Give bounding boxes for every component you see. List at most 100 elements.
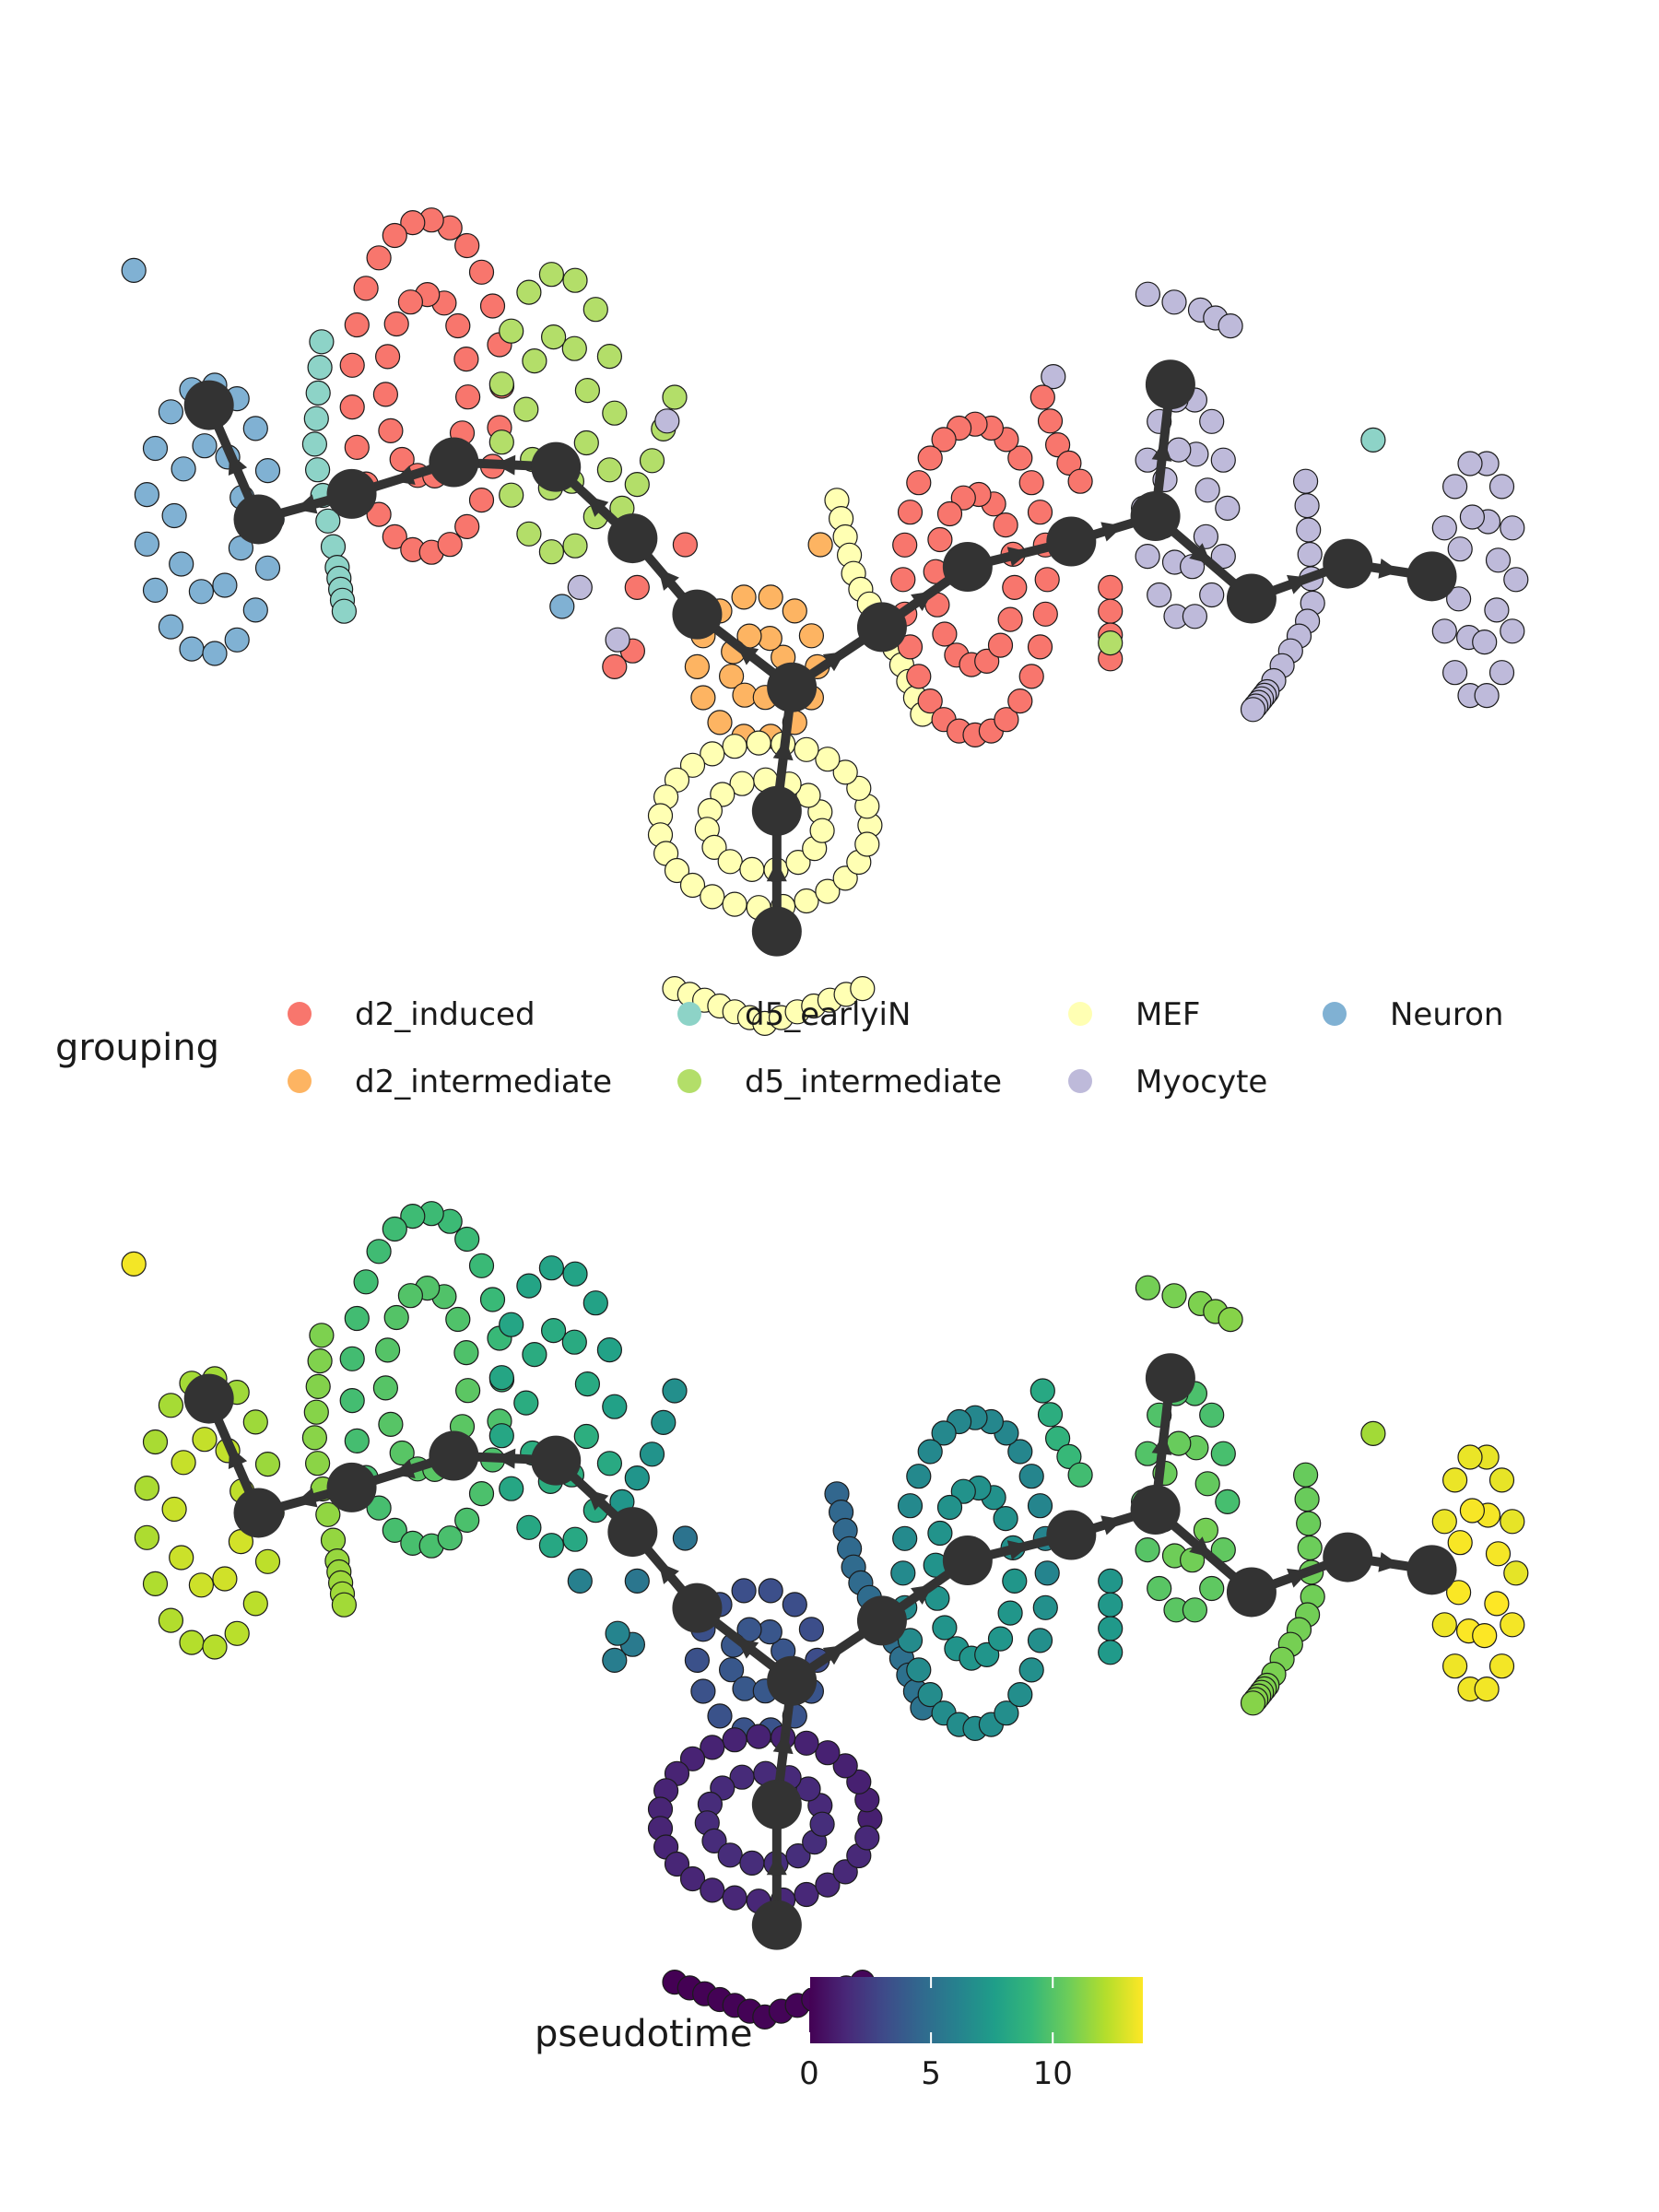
cell-point bbox=[1067, 1462, 1093, 1488]
cell-point bbox=[1472, 1622, 1498, 1649]
cell-point bbox=[540, 324, 567, 350]
pseudotime-colorbar bbox=[809, 1977, 1143, 2043]
cell-point bbox=[795, 782, 821, 808]
cell-point bbox=[927, 1520, 953, 1547]
cell-point bbox=[499, 482, 524, 508]
cell-point bbox=[1018, 1464, 1044, 1489]
cell-point bbox=[1488, 474, 1515, 500]
cell-point bbox=[624, 1568, 650, 1594]
trajectory-arrow bbox=[1287, 574, 1310, 594]
cell-point bbox=[794, 888, 819, 914]
cell-point bbox=[202, 641, 228, 666]
cell-point bbox=[121, 257, 147, 283]
cell-point bbox=[158, 1607, 183, 1633]
cell-point bbox=[932, 621, 958, 647]
cell-point bbox=[785, 849, 811, 876]
cell-point bbox=[1041, 364, 1066, 390]
cell-point bbox=[729, 1764, 755, 1790]
cell-point bbox=[1199, 408, 1225, 434]
cell-point bbox=[936, 500, 963, 527]
cell-point bbox=[454, 1226, 480, 1253]
cell-point bbox=[602, 1647, 628, 1674]
trajectory-arrow bbox=[1189, 1536, 1212, 1558]
cell-point bbox=[718, 664, 745, 689]
cell-point bbox=[142, 435, 169, 462]
cell-point bbox=[372, 1375, 398, 1401]
legend-key-mef bbox=[1068, 1002, 1092, 1026]
cell-point bbox=[400, 210, 426, 236]
cell-point bbox=[1135, 447, 1160, 473]
cell-point bbox=[320, 1527, 347, 1553]
trajectory-node bbox=[1145, 1353, 1195, 1404]
cell-point bbox=[1044, 432, 1071, 458]
cell-point bbox=[453, 347, 479, 372]
cell-point bbox=[679, 872, 706, 899]
cell-point bbox=[917, 1439, 943, 1465]
cell-point bbox=[950, 1478, 976, 1504]
cell-point bbox=[1500, 1612, 1525, 1638]
cell-point bbox=[389, 446, 415, 473]
trajectory-arrow bbox=[1100, 1515, 1124, 1535]
cell-point bbox=[1194, 477, 1220, 503]
cell-point bbox=[993, 1505, 1018, 1532]
cell-point bbox=[906, 470, 932, 496]
trajectory-node bbox=[751, 906, 802, 957]
cell-point bbox=[1199, 1575, 1225, 1602]
cell-point bbox=[375, 344, 401, 370]
cell-point bbox=[917, 688, 943, 714]
trajectory-node bbox=[326, 1462, 377, 1512]
cell-point bbox=[1484, 1591, 1510, 1617]
cell-point bbox=[158, 1393, 183, 1418]
cell-point bbox=[739, 1850, 765, 1877]
cell-point bbox=[315, 508, 341, 534]
cell-point bbox=[1182, 1597, 1208, 1623]
cell-point bbox=[1098, 1616, 1124, 1641]
trajectory-node bbox=[531, 441, 582, 492]
cell-point bbox=[382, 524, 407, 550]
cell-point bbox=[1135, 1441, 1160, 1466]
cell-point bbox=[301, 431, 327, 457]
cell-point bbox=[1488, 660, 1515, 686]
cell-point bbox=[906, 1657, 932, 1683]
cell-point bbox=[1067, 468, 1093, 494]
cell-point bbox=[605, 1620, 630, 1646]
cell-point bbox=[303, 406, 329, 431]
cell-point bbox=[1210, 543, 1236, 570]
legend-key-neuron bbox=[1323, 1002, 1347, 1026]
cell-point bbox=[690, 1678, 716, 1704]
trajectory-node bbox=[607, 1507, 658, 1558]
cell-point bbox=[242, 1591, 268, 1617]
cell-point bbox=[1030, 1378, 1055, 1404]
cell-point bbox=[366, 501, 392, 527]
trajectory-arrow bbox=[772, 1732, 794, 1755]
cell-point bbox=[339, 352, 365, 378]
legend-key-d2-intermediate bbox=[288, 1069, 312, 1093]
trajectory-arrow bbox=[1189, 543, 1212, 564]
cell-point bbox=[798, 1617, 825, 1642]
cell-point bbox=[1135, 1536, 1160, 1563]
cell-point bbox=[192, 1427, 218, 1453]
cell-point bbox=[540, 1317, 567, 1344]
cell-point bbox=[917, 1681, 943, 1708]
cell-point bbox=[1441, 1467, 1468, 1493]
cell-point bbox=[344, 1428, 370, 1454]
trajectory-node bbox=[751, 1779, 802, 1830]
cell-point bbox=[897, 500, 924, 525]
cell-point bbox=[549, 594, 575, 619]
cell-point bbox=[437, 1525, 463, 1551]
cell-point bbox=[513, 396, 539, 422]
cell-point bbox=[1240, 1690, 1266, 1716]
cell-point bbox=[242, 1409, 268, 1435]
cell-point bbox=[993, 512, 1018, 538]
cell-point bbox=[897, 634, 924, 660]
cell-point bbox=[892, 1525, 918, 1551]
cell-point bbox=[562, 1261, 588, 1287]
cell-point bbox=[679, 1746, 706, 1771]
cell-point bbox=[389, 1440, 415, 1466]
cell-point bbox=[400, 1203, 426, 1230]
cell-point bbox=[305, 380, 331, 406]
cell-point bbox=[499, 318, 524, 344]
cell-point bbox=[717, 849, 743, 875]
cell-point bbox=[1210, 1441, 1236, 1466]
cell-point bbox=[1292, 468, 1319, 494]
